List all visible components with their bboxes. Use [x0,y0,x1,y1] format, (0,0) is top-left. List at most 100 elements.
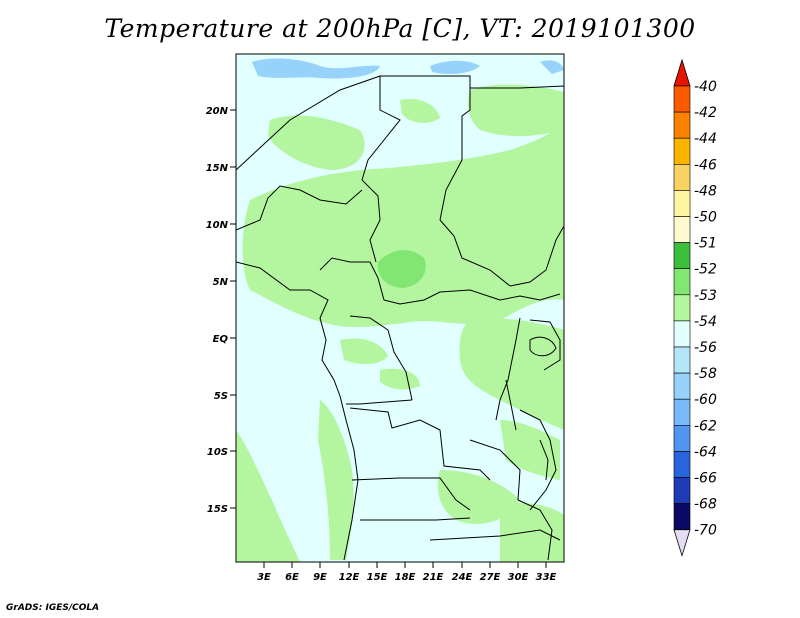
colorbar-segment [673,216,691,243]
border-chad-sudan [439,219,511,287]
colorbar-segment [673,190,691,217]
lake-victoria [529,336,557,357]
border-uganda [529,319,561,371]
lat-axis: 20N 15N 10N 5N EQ 5S 10S 15S [206,106,236,515]
footer-credit: GrADS: IGES/COLA [6,603,100,613]
field-patch-56-north [252,58,380,79]
colorbar-label: -46 [694,157,717,173]
field-patch-53-coast [318,400,354,560]
lon-tick-label: 15E [367,572,388,583]
field-patch-53-east [459,318,564,430]
colorbar-segment [673,164,691,191]
border-west-africa [236,185,363,231]
lon-tick-label: 33E [536,572,557,583]
field-patch-53-southwest [236,430,300,562]
field-patch-53-sahara [400,98,440,123]
coast-gulf-guinea [236,261,341,397]
colorbar-label: -60 [694,392,717,408]
border-tanzania [519,409,557,511]
colorbar-segment [673,451,691,478]
field-patch-53-central [242,120,564,328]
colorbar-label: -42 [694,105,717,121]
lat-tick-label: 10S [207,447,228,458]
colorbar-label: -62 [694,418,717,434]
colorbar-segment [673,372,691,400]
border-great-lakes [495,317,521,421]
border-nigeria-cameroon [319,257,385,301]
border-drc-west [349,315,413,401]
lon-tick-label: 27E [480,572,501,583]
temperature-field [236,58,564,562]
field-patch-56-ne [430,60,480,74]
colorbar-segment [673,111,691,139]
border-egypt-sudan [470,85,564,89]
border-sudan-ethiopia [509,225,564,287]
border-libya-egypt [380,75,471,221]
border-car-congo [383,289,501,305]
coast-west-lower [339,395,359,561]
colorbar-segment [673,268,691,296]
border-namibia [360,517,471,521]
colorbar-label: -70 [694,523,717,539]
border-south [429,529,561,541]
colorbar-segment [673,294,691,322]
lon-tick-label: 18E [395,572,416,583]
colorbar-segment [673,320,691,348]
lat-tick-label: 5S [214,391,228,402]
colorbar-label: -56 [694,340,717,356]
border-niger-chad [361,179,381,263]
border-angola [349,407,491,481]
border-east [499,293,561,301]
colorbar-label: -44 [694,131,717,147]
colorbar: -40 -42 -44 -46 -48 -50 -51 -52 -53 -54 -56 -58 -60 -… [673,58,717,558]
border-zambia [469,439,521,501]
field-patch-53-ne-top [468,84,564,137]
border-mozambique [517,499,553,561]
colorbar-segment [673,85,691,113]
field-patch-53-south [437,470,520,524]
colorbar-label: -50 [694,210,717,226]
lat-tick-label: EQ [213,334,229,345]
border-angola-south [351,477,471,511]
lon-tick-label: 24E [452,572,473,583]
border-north [236,75,401,181]
colorbar-label: -64 [694,444,717,460]
lat-tick-label: 20N [206,106,229,117]
country-borders [236,75,564,561]
colorbar-segment [673,137,691,165]
field-patch-53-gulf [340,338,388,365]
lon-tick-label: 12E [339,572,360,583]
colorbar-top-arrow [673,58,691,87]
lon-tick-label: 30E [508,572,529,583]
lat-tick-label: 15S [207,504,228,515]
colorbar-segment [673,398,691,426]
field-patch-53-se [500,503,564,562]
colorbar-segment [673,424,691,452]
field-patch-56-ne2 [540,60,564,74]
lon-tick-label: 9E [313,572,327,583]
chart-title: Temperature at 200hPa [C], VT: 201910130… [104,14,696,43]
lon-axis: 3E 6E 9E 12E 15E 18E 21E 24E 27E 30E 33E [257,562,557,583]
field-patch-53-sahel-west [268,115,365,170]
lake-malawi [539,439,549,481]
lon-tick-label: 21E [423,572,444,583]
lat-tick-label: 5N [213,277,229,288]
field-patch-52-car [377,250,426,288]
border-drc [346,399,413,405]
lat-tick-label: 15N [206,163,229,174]
colorbar-segment [673,242,691,270]
colorbar-segment [673,477,691,504]
lat-tick-label: 10N [206,220,229,231]
colorbar-segment [673,503,691,531]
lon-tick-label: 6E [285,572,299,583]
colorbar-label: -58 [694,366,717,382]
colorbar-label: -48 [694,183,717,199]
colorbar-label: -40 [694,79,717,95]
colorbar-label: -54 [694,314,717,330]
lake-tanganyika [505,379,517,431]
field-patch-53-central2 [380,368,420,390]
colorbar-label: -68 [694,497,717,513]
colorbar-segment [673,346,691,374]
colorbar-label: -66 [694,471,717,487]
